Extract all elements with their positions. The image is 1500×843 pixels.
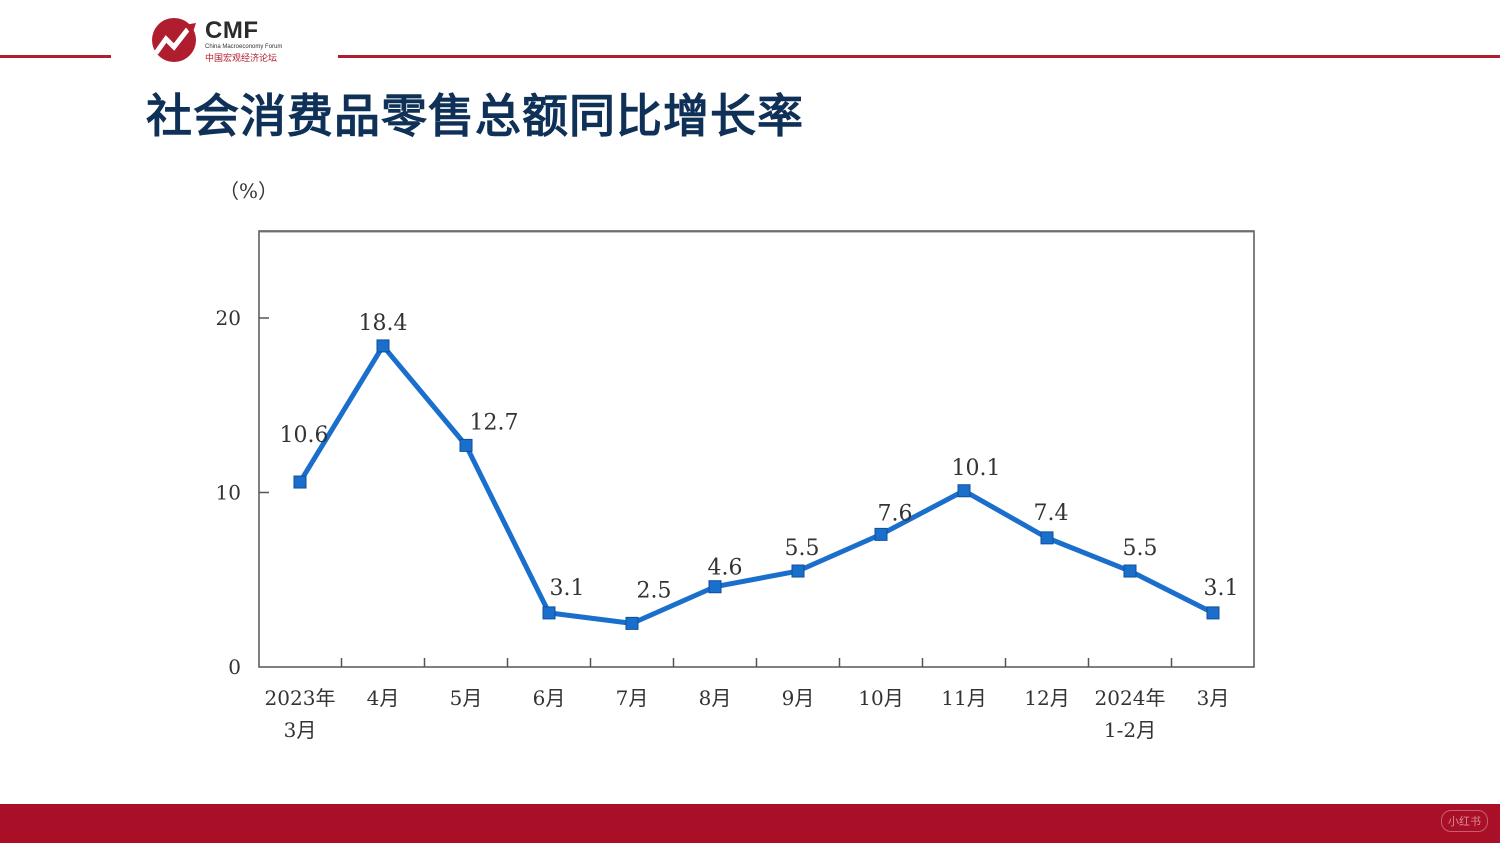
cmf-logo: CMF China Macroeconomy Forum 中国宏观经济论坛 (150, 15, 330, 65)
data-label: 3.1 (1204, 576, 1239, 601)
x-tick-label: 6月 (533, 686, 566, 710)
data-point (625, 616, 639, 630)
logo-name: CMF (205, 17, 259, 44)
y-axis-unit-label: （%） (219, 179, 278, 203)
page-title: 社会消费品零售总额同比增长率 (146, 89, 804, 143)
y-tick-label: 0 (228, 655, 241, 679)
data-label: 5.5 (785, 536, 820, 561)
x-tick-label: 8月 (699, 686, 732, 710)
data-point (874, 527, 888, 541)
x-tick-label: 2024年 (1095, 686, 1166, 710)
header-rule-left (0, 55, 111, 58)
data-point (957, 484, 971, 498)
x-tick-label: 3月 (284, 718, 317, 742)
y-tick-label: 10 (216, 481, 241, 505)
data-label: 10.1 (952, 456, 1001, 481)
data-point (791, 564, 805, 578)
x-tick-label: 4月 (367, 686, 400, 710)
data-label: 2.5 (637, 578, 672, 603)
data-point (459, 438, 473, 452)
data-point (376, 339, 390, 353)
data-label: 7.6 (878, 501, 913, 526)
cmf-logo-mark-icon (152, 18, 196, 62)
data-point (1206, 606, 1220, 620)
series-line (297, 343, 1215, 626)
x-tick-label: 3月 (1197, 686, 1230, 710)
x-tick-label: 12月 (1024, 686, 1069, 710)
data-point (708, 580, 722, 594)
data-label: 12.7 (470, 410, 519, 435)
data-point (1040, 531, 1054, 545)
x-tick-label: 2023年 (265, 686, 336, 710)
x-tick-label: 5月 (450, 686, 483, 710)
logo-cn-name: 中国宏观经济论坛 (205, 54, 278, 64)
data-label: 18.4 (359, 311, 408, 336)
watermark-badge: 小红书 (1441, 810, 1488, 832)
data-label: 5.5 (1123, 536, 1158, 561)
x-tick-label: 7月 (616, 686, 649, 710)
logo-subtitle: China Macroeconomy Forum (205, 44, 283, 50)
header-rule-right (338, 55, 1500, 58)
data-label: 4.6 (708, 556, 743, 581)
data-label: 10.6 (280, 423, 329, 448)
plot-frame (258, 230, 1255, 668)
data-label: 3.1 (550, 576, 585, 601)
data-label: 7.4 (1034, 501, 1069, 526)
footer-bar: 小红书 (0, 804, 1500, 843)
x-tick-label: 9月 (782, 686, 815, 710)
data-point (1123, 564, 1137, 578)
data-point (542, 606, 556, 620)
x-tick-label: 1-2月 (1104, 718, 1156, 742)
y-tick-label: 20 (216, 306, 241, 330)
data-point (293, 475, 307, 489)
x-tick-label: 10月 (858, 686, 903, 710)
x-tick-label: 11月 (941, 686, 986, 710)
